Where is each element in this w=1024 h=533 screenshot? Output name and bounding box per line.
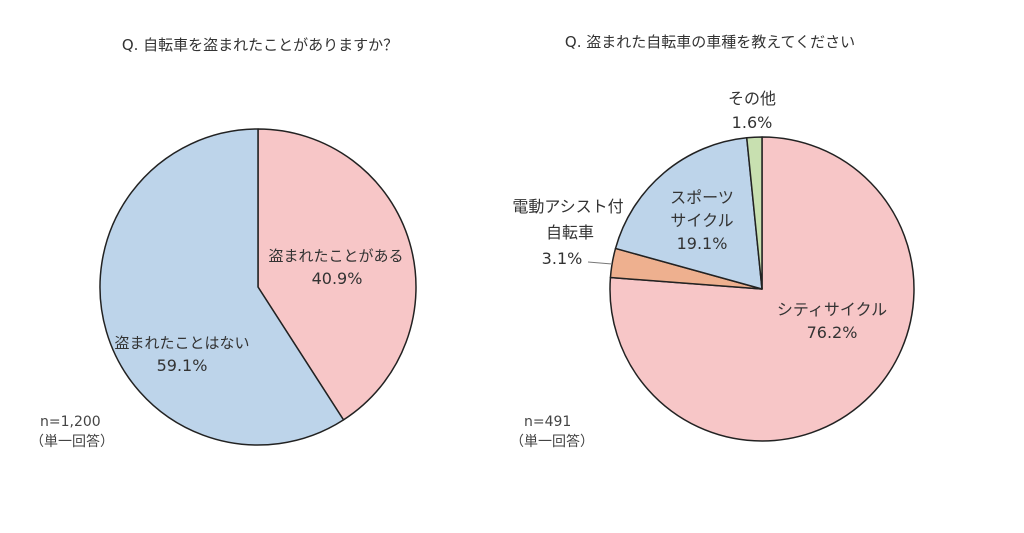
chart2-sample-size: n=491 [524,414,571,430]
chart2-value-sports: 19.1% [677,234,728,253]
chart2-answer-type: （単一回答） [510,433,594,450]
chart2-value-ebike: 3.1% [542,249,583,268]
chart1-value-not-stolen: 59.1% [157,356,208,375]
chart2-pie [609,136,915,442]
chart2-slice-0 [609,136,915,442]
chart2-label-other: その他 [728,89,776,108]
chart2-leader-ebike [587,261,613,265]
chart2-label-ebike-line2: 自転車 [546,223,594,242]
chart2-label-sports-line1: スポーツ [670,188,734,207]
chart2-label-city: シティサイクル [777,300,887,319]
chart1-label-not-stolen: 盗まれたことはない [114,334,249,352]
chart1-sample-size: n=1,200 [40,414,101,430]
chart2-value-city: 76.2% [807,323,858,342]
chart1-value-stolen: 40.9% [312,269,363,288]
chart1-pie [99,128,417,446]
chart2-label-ebike-line1: 電動アシスト付 [512,197,623,216]
chart-bicycle-type: Q. 盗まれた自転車の車種を教えてください シティサイクル 76.2% スポーツ… [510,33,915,450]
chart1-answer-type: （単一回答） [30,433,114,450]
chart-stolen-experience: Q. 自転車を盗まれたことがありますか？ 盗まれたことがある 40.9% 盗まれ… [30,36,417,450]
chart2-label-sports-line2: サイクル [670,211,733,230]
chart1-title: Q. 自転車を盗まれたことがありますか？ [122,36,398,54]
chart2-value-other: 1.6% [732,113,773,132]
chart2-slice-3 [746,136,763,290]
chart1-slice-1 [99,128,345,446]
chart2-title: Q. 盗まれた自転車の車種を教えてください [565,33,855,51]
chart2-slice-2 [614,137,763,290]
chart1-label-stolen: 盗まれたことがある [268,247,403,265]
